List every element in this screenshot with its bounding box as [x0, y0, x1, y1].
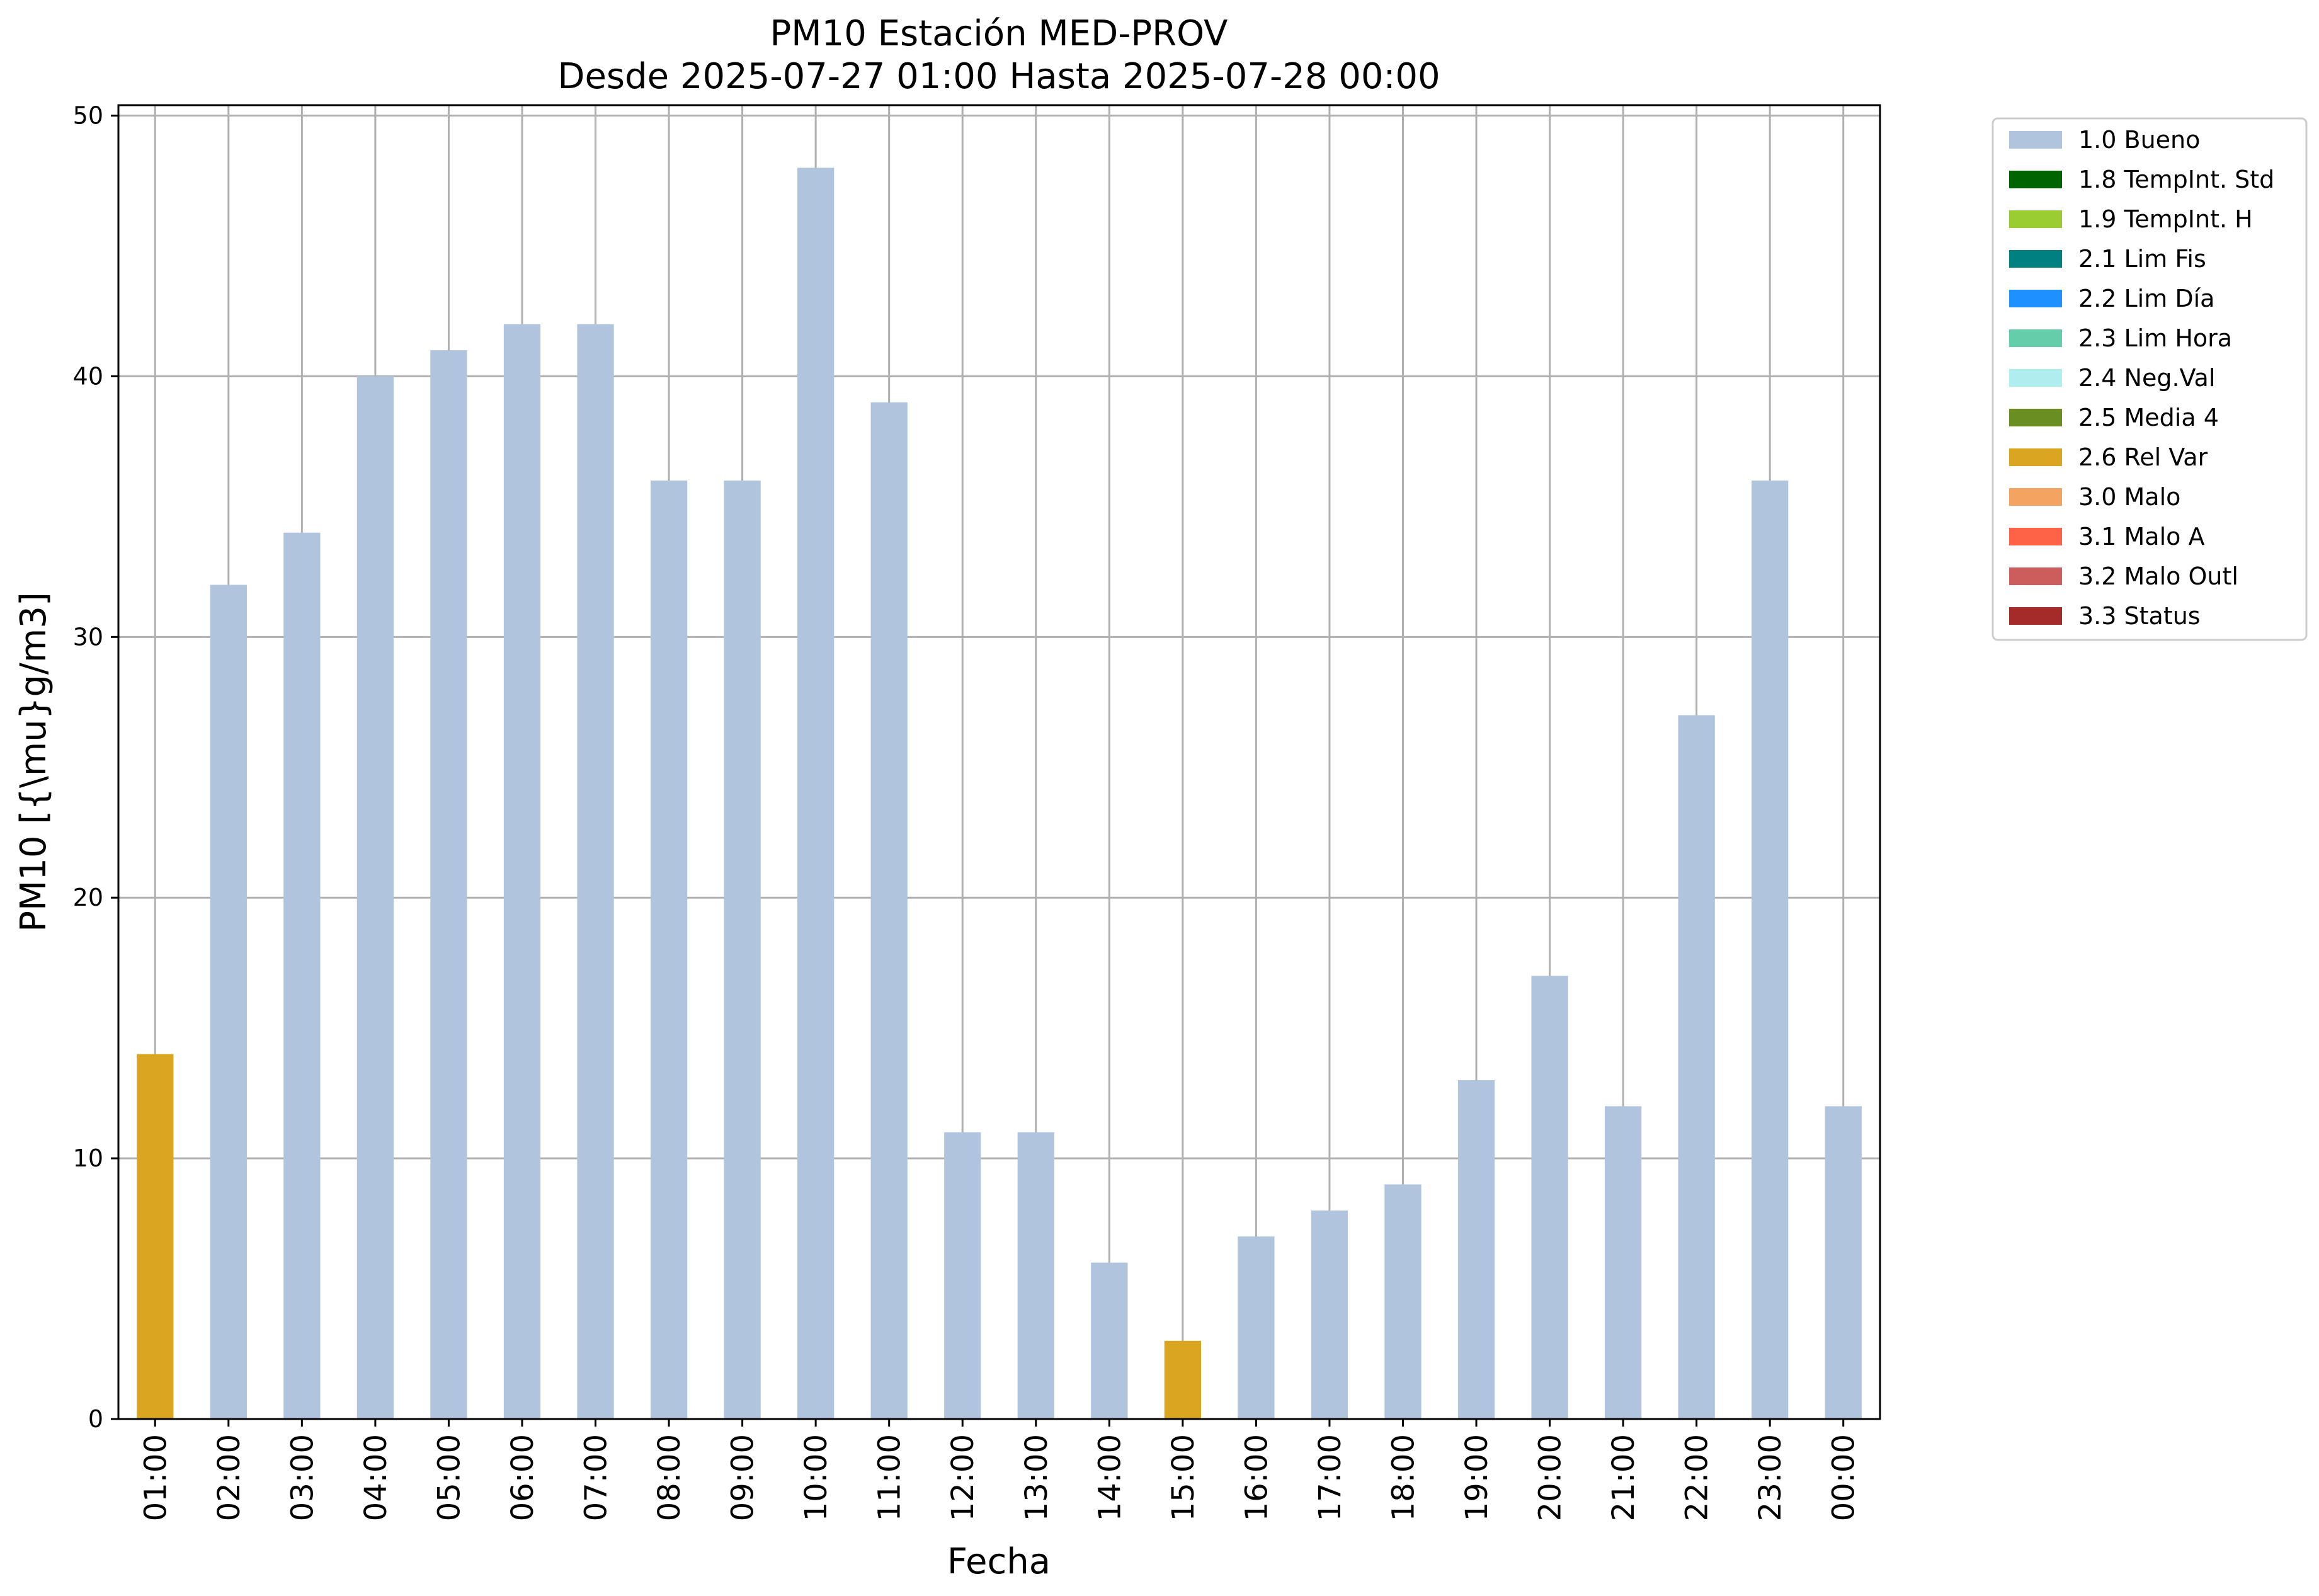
bar-13:00	[1017, 1132, 1054, 1419]
x-tick-label: 14:00	[1092, 1434, 1127, 1521]
legend-swatch	[2009, 250, 2062, 268]
bar-02:00	[210, 584, 247, 1419]
bar-20:00	[1531, 976, 1568, 1419]
y-tick-label: 20	[73, 884, 103, 911]
legend-swatch	[2009, 171, 2062, 188]
x-tick-label: 11:00	[872, 1434, 908, 1521]
x-tick-label: 22:00	[1680, 1434, 1715, 1521]
legend-swatch	[2009, 210, 2062, 228]
legend-items: 1.0 Bueno 1.8 TempInt. Std 1.9 TempInt. H 2…	[2009, 126, 2274, 630]
x-tick-label: 17:00	[1313, 1434, 1348, 1521]
bar-14:00	[1091, 1262, 1128, 1419]
legend-label: 1.9 TempInt. H	[2078, 205, 2253, 233]
bar-17:00	[1311, 1210, 1348, 1419]
plot-frame	[117, 104, 1881, 1420]
y-tick-label: 10	[73, 1144, 103, 1172]
y-tick-label: 40	[73, 362, 103, 390]
bar-09:00	[724, 481, 761, 1419]
y-tick-label: 50	[73, 102, 103, 130]
bar-18:00	[1384, 1184, 1422, 1419]
legend-swatch	[2009, 448, 2062, 466]
x-tick-label: 13:00	[1019, 1434, 1054, 1521]
x-tick-label: 15:00	[1166, 1434, 1201, 1521]
legend-swatch	[2009, 369, 2062, 387]
legend-swatch	[2009, 607, 2062, 625]
legend-box	[1991, 117, 2308, 641]
x-axis-label: Fecha	[947, 1541, 1051, 1582]
x-tick-label: 12:00	[945, 1434, 981, 1521]
bar-00:00	[1825, 1106, 1862, 1419]
bar-08:00	[650, 481, 688, 1419]
legend-swatch	[2009, 290, 2062, 307]
legend-label: 2.6 Rel Var	[2078, 443, 2208, 471]
bar-19:00	[1457, 1080, 1495, 1419]
x-tick-label: 21:00	[1606, 1434, 1641, 1521]
bar-23:00	[1752, 481, 1789, 1419]
y-tick-label: 0	[88, 1405, 103, 1433]
legend-swatch	[2009, 409, 2062, 426]
y-axis-label: PM10 [{\mu}g/m3]	[13, 592, 54, 932]
legend-swatch	[2009, 528, 2062, 545]
bar-04:00	[356, 376, 394, 1419]
x-tick-label: 01:00	[138, 1434, 173, 1521]
chart-subtitle: Desde 2025-07-27 01:00 Hasta 2025-07-28 …	[557, 56, 1440, 97]
legend-swatch	[2009, 131, 2062, 149]
y-tick-label: 30	[73, 623, 103, 651]
bar-06:00	[503, 324, 541, 1419]
bar-22:00	[1678, 715, 1715, 1419]
x-tick-label: 05:00	[431, 1434, 467, 1521]
x-tick-label: 09:00	[726, 1434, 761, 1521]
x-tick-label: 19:00	[1459, 1434, 1495, 1521]
bar-11:00	[870, 402, 908, 1420]
x-tick-label: 23:00	[1753, 1434, 1788, 1521]
x-tick-label: 03:00	[285, 1434, 320, 1521]
x-tick-label: 20:00	[1533, 1434, 1568, 1521]
bar-07:00	[577, 324, 614, 1419]
x-tick-label: 00:00	[1826, 1434, 1862, 1521]
legend-label: 1.8 TempInt. Std	[2078, 166, 2274, 193]
x-tick-label: 04:00	[358, 1434, 394, 1521]
bar-01:00	[137, 1054, 174, 1419]
legend: 1.0 Bueno 1.8 TempInt. Std 1.9 TempInt. H 2…	[1991, 117, 2308, 641]
legend-swatch	[2009, 567, 2062, 585]
legend-label: 2.2 Lim Día	[2078, 285, 2214, 312]
legend-label: 2.4 Neg.Val	[2078, 364, 2215, 392]
bar-21:00	[1604, 1106, 1642, 1419]
x-tick-label: 18:00	[1386, 1434, 1421, 1521]
bar-10:00	[797, 168, 835, 1419]
legend-swatch	[2009, 329, 2062, 347]
bar-12:00	[944, 1132, 981, 1419]
legend-label: 3.3 Status	[2078, 602, 2201, 630]
legend-label: 2.1 Lim Fis	[2078, 245, 2206, 273]
x-tick-label: 07:00	[579, 1434, 614, 1521]
chart-title: PM10 Estación MED-PROV	[770, 13, 1228, 54]
x-tick-label: 16:00	[1239, 1434, 1274, 1521]
legend-label: 2.5 Media 4	[2078, 404, 2219, 431]
legend-swatch	[2009, 488, 2062, 506]
legend-label: 3.2 Malo Outl	[2078, 562, 2238, 590]
x-tick-label: 08:00	[652, 1434, 687, 1521]
x-tick-label: 10:00	[799, 1434, 834, 1521]
bar-16:00	[1238, 1236, 1275, 1419]
legend-label: 3.1 Malo A	[2078, 523, 2204, 550]
x-tick-label: 02:00	[212, 1434, 247, 1521]
x-axis-ticks: 01:00 02:00 03:00 04:00 05:00 06:00 07:00 08:00…	[138, 1419, 1862, 1521]
legend-label: 1.0 Bueno	[2078, 126, 2200, 154]
bar-05:00	[430, 350, 467, 1419]
y-axis-ticks: 0 10 20 30 40 50	[73, 102, 118, 1433]
x-tick-label: 06:00	[505, 1434, 540, 1521]
bar-03:00	[283, 532, 321, 1419]
legend-label: 3.0 Malo	[2078, 483, 2180, 511]
bars	[137, 168, 1862, 1420]
bar-15:00	[1164, 1340, 1201, 1419]
legend-label: 2.3 Lim Hora	[2078, 324, 2232, 352]
